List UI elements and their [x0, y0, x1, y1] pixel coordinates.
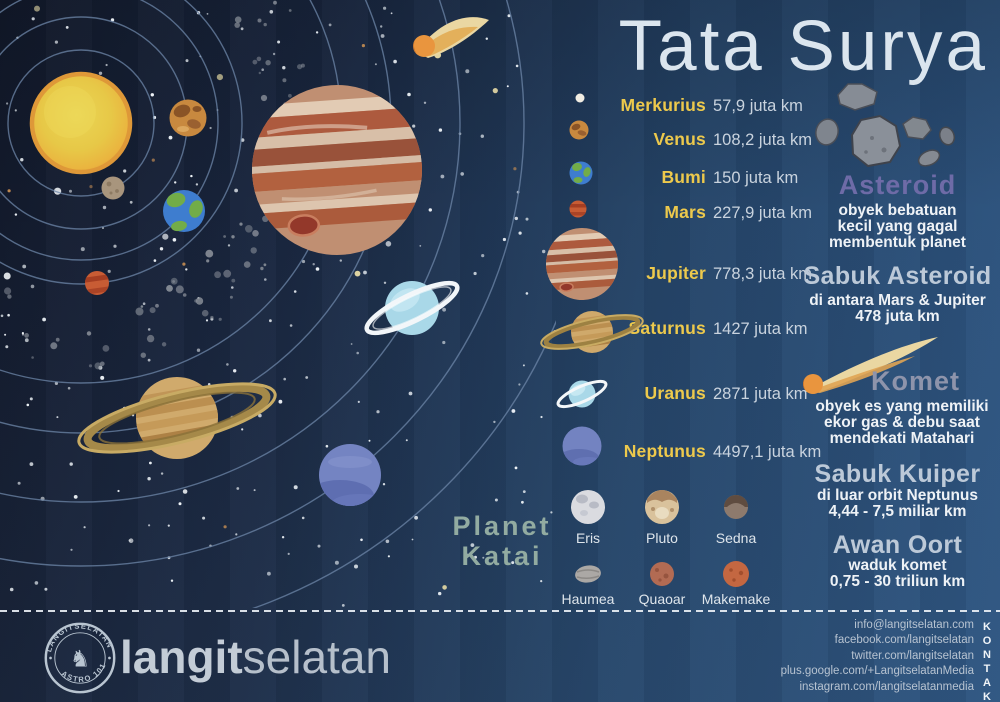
dwarf-eris: Eris [551, 487, 625, 546]
brand-bold-part: langit [120, 631, 243, 683]
planet-row-jupiter: Jupiter 778,3 juta km [558, 263, 848, 287]
dwarf-haumea: Haumea [551, 560, 625, 607]
planet-name: Mars [664, 202, 706, 222]
pluto-icon [645, 490, 679, 524]
planet-name: Bumi [661, 167, 706, 187]
dwarf-label: Makemake [701, 591, 771, 607]
page-title: Tata Surya [618, 7, 988, 86]
mars-illustration [85, 271, 109, 295]
komet-section-title: Komet [870, 366, 960, 396]
planet-distance: 57,9 juta km [713, 97, 803, 115]
contact-email[interactable]: info@langitselatan.com [854, 619, 974, 631]
jupiter-illustration [246, 79, 428, 261]
dwarf-planet-row: Haumea Quaoar Makemake [551, 560, 775, 607]
awan-oort-title: Awan Oort [832, 531, 963, 559]
saturn-illustration [77, 377, 277, 459]
planet-distance: 150 juta km [713, 169, 799, 187]
planet-row-venus: Venus 108,2 juta km [558, 129, 848, 153]
contact-twitter[interactable]: twitter.com/langitselatan [851, 649, 974, 662]
planet-distance: 4497,1 juta km [713, 443, 822, 461]
neptune-illustration [319, 444, 381, 506]
asteroid-belt-dots [4, 0, 322, 370]
dwarf-sedna: Sedna [699, 487, 773, 546]
contact-list: info@langitselatan.com facebook.com/lang… [781, 618, 974, 695]
planet-distance: 2871 juta km [713, 385, 808, 403]
contact-facebook[interactable]: facebook.com/langitselatan [834, 634, 974, 647]
venus-illustration [169, 99, 207, 137]
dwarf-label: Sedna [715, 530, 757, 546]
planet-row-merkurius: Merkurius 57,9 juta km [558, 95, 848, 119]
dwarf-label: Haumea [561, 591, 615, 607]
planet-distance: 108,2 juta km [713, 131, 813, 149]
earth-illustration [163, 190, 205, 232]
sabuk-asteroid-title: Sabuk Asteroid [803, 262, 992, 290]
sabuk-kuiper-title: Sabuk Kuiper [814, 460, 981, 488]
dwarf-label: Eris [575, 530, 601, 546]
planet-name: Jupiter [646, 263, 706, 283]
brand-wordmark: langitselatan [120, 630, 391, 684]
sabuk-asteroid-desc: di antara Mars & Jupiter 478 juta km [809, 292, 986, 325]
comet-illustration [413, 17, 489, 58]
dwarf-makemake: Makemake [699, 560, 773, 607]
centaur-archer-glyph: ♞ [70, 646, 90, 672]
dwarf-quaoar: Quaoar [625, 560, 699, 607]
planet-distance: 227,9 juta km [713, 204, 813, 222]
planet-row-saturnus: Saturnus 1427 juta km [558, 318, 848, 342]
dwarf-pluto: Pluto [625, 487, 699, 546]
awan-oort-desc: waduk komet 0,75 - 30 triliun km [829, 557, 966, 590]
planet-row-neptunus: Neptunus 4497,1 juta km [558, 441, 848, 465]
planet-name: Saturnus [628, 318, 706, 338]
contact-googleplus[interactable]: plus.google.com/+LangitselatanMedia [780, 665, 974, 678]
haumea-icon [575, 565, 601, 583]
uranus-illustration [364, 280, 460, 336]
planet-distance: 778,3 juta km [713, 265, 813, 283]
planet-name: Merkurius [620, 95, 706, 115]
planet-distance: 1427 juta km [713, 320, 808, 338]
asteroid-section-desc: obyek bebatuan kecil yang gagal membentu… [829, 202, 966, 251]
dwarf-planets-title: Planet Katai [452, 511, 552, 571]
contact-instagram[interactable]: instagram.com/langitselatanmedia [799, 680, 974, 693]
komet-section-desc: obyek es yang memiliki ekor gas & debu s… [815, 398, 989, 447]
planet-name: Neptunus [623, 441, 706, 461]
sun-illustration [29, 71, 133, 175]
planet-name: Venus [653, 129, 706, 149]
planet-name: Uranus [644, 383, 706, 403]
brand-light-part: selatan [242, 631, 392, 683]
quaoar-icon [650, 562, 674, 586]
langitselatan-logo: LANGITSELATAN ASTRO 101 ♞ [44, 621, 116, 694]
mercury-illustration [101, 176, 125, 200]
dwarf-planet-row: Eris Pluto Sedna [551, 487, 775, 546]
sabuk-kuiper-desc: di luar orbit Neptunus 4,44 - 7,5 miliar… [816, 487, 979, 520]
dwarf-label: Quaoar [638, 591, 686, 607]
planet-row-uranus: Uranus 2871 juta km [558, 383, 848, 407]
eris-icon [571, 490, 605, 524]
kontak-vertical-label: KONTAK [981, 621, 993, 702]
asteroid-section-title: Asteroid [838, 170, 957, 200]
planet-row-mars: Mars 227,9 juta km [558, 202, 848, 226]
makemake-icon [723, 561, 749, 587]
dwarf-label: Pluto [646, 530, 678, 546]
sedna-icon [724, 495, 748, 519]
planet-row-bumi: Bumi 150 juta km [558, 167, 848, 191]
